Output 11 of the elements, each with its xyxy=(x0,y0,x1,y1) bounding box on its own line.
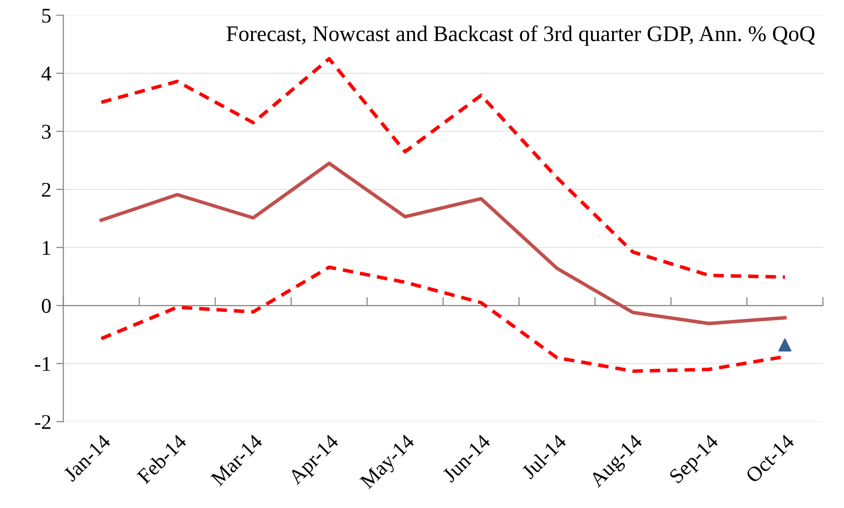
y-tick-label: 4 xyxy=(41,66,52,81)
y-tick-label: 1 xyxy=(42,240,50,255)
line-series xyxy=(100,162,787,326)
line-series xyxy=(100,57,787,279)
y-tick-label: 0 xyxy=(42,298,51,313)
y-tick-label: -1 xyxy=(34,357,50,371)
chart-title: Forecast, Nowcast and Backcast of 3rd quarter GDP, Ann. % QoQ xyxy=(226,25,815,46)
y-tick-label: 5 xyxy=(42,8,51,23)
y-tick-label: 3 xyxy=(42,124,51,139)
y-tick-label: -2 xyxy=(34,415,50,429)
y-tick-label: 2 xyxy=(42,182,50,197)
